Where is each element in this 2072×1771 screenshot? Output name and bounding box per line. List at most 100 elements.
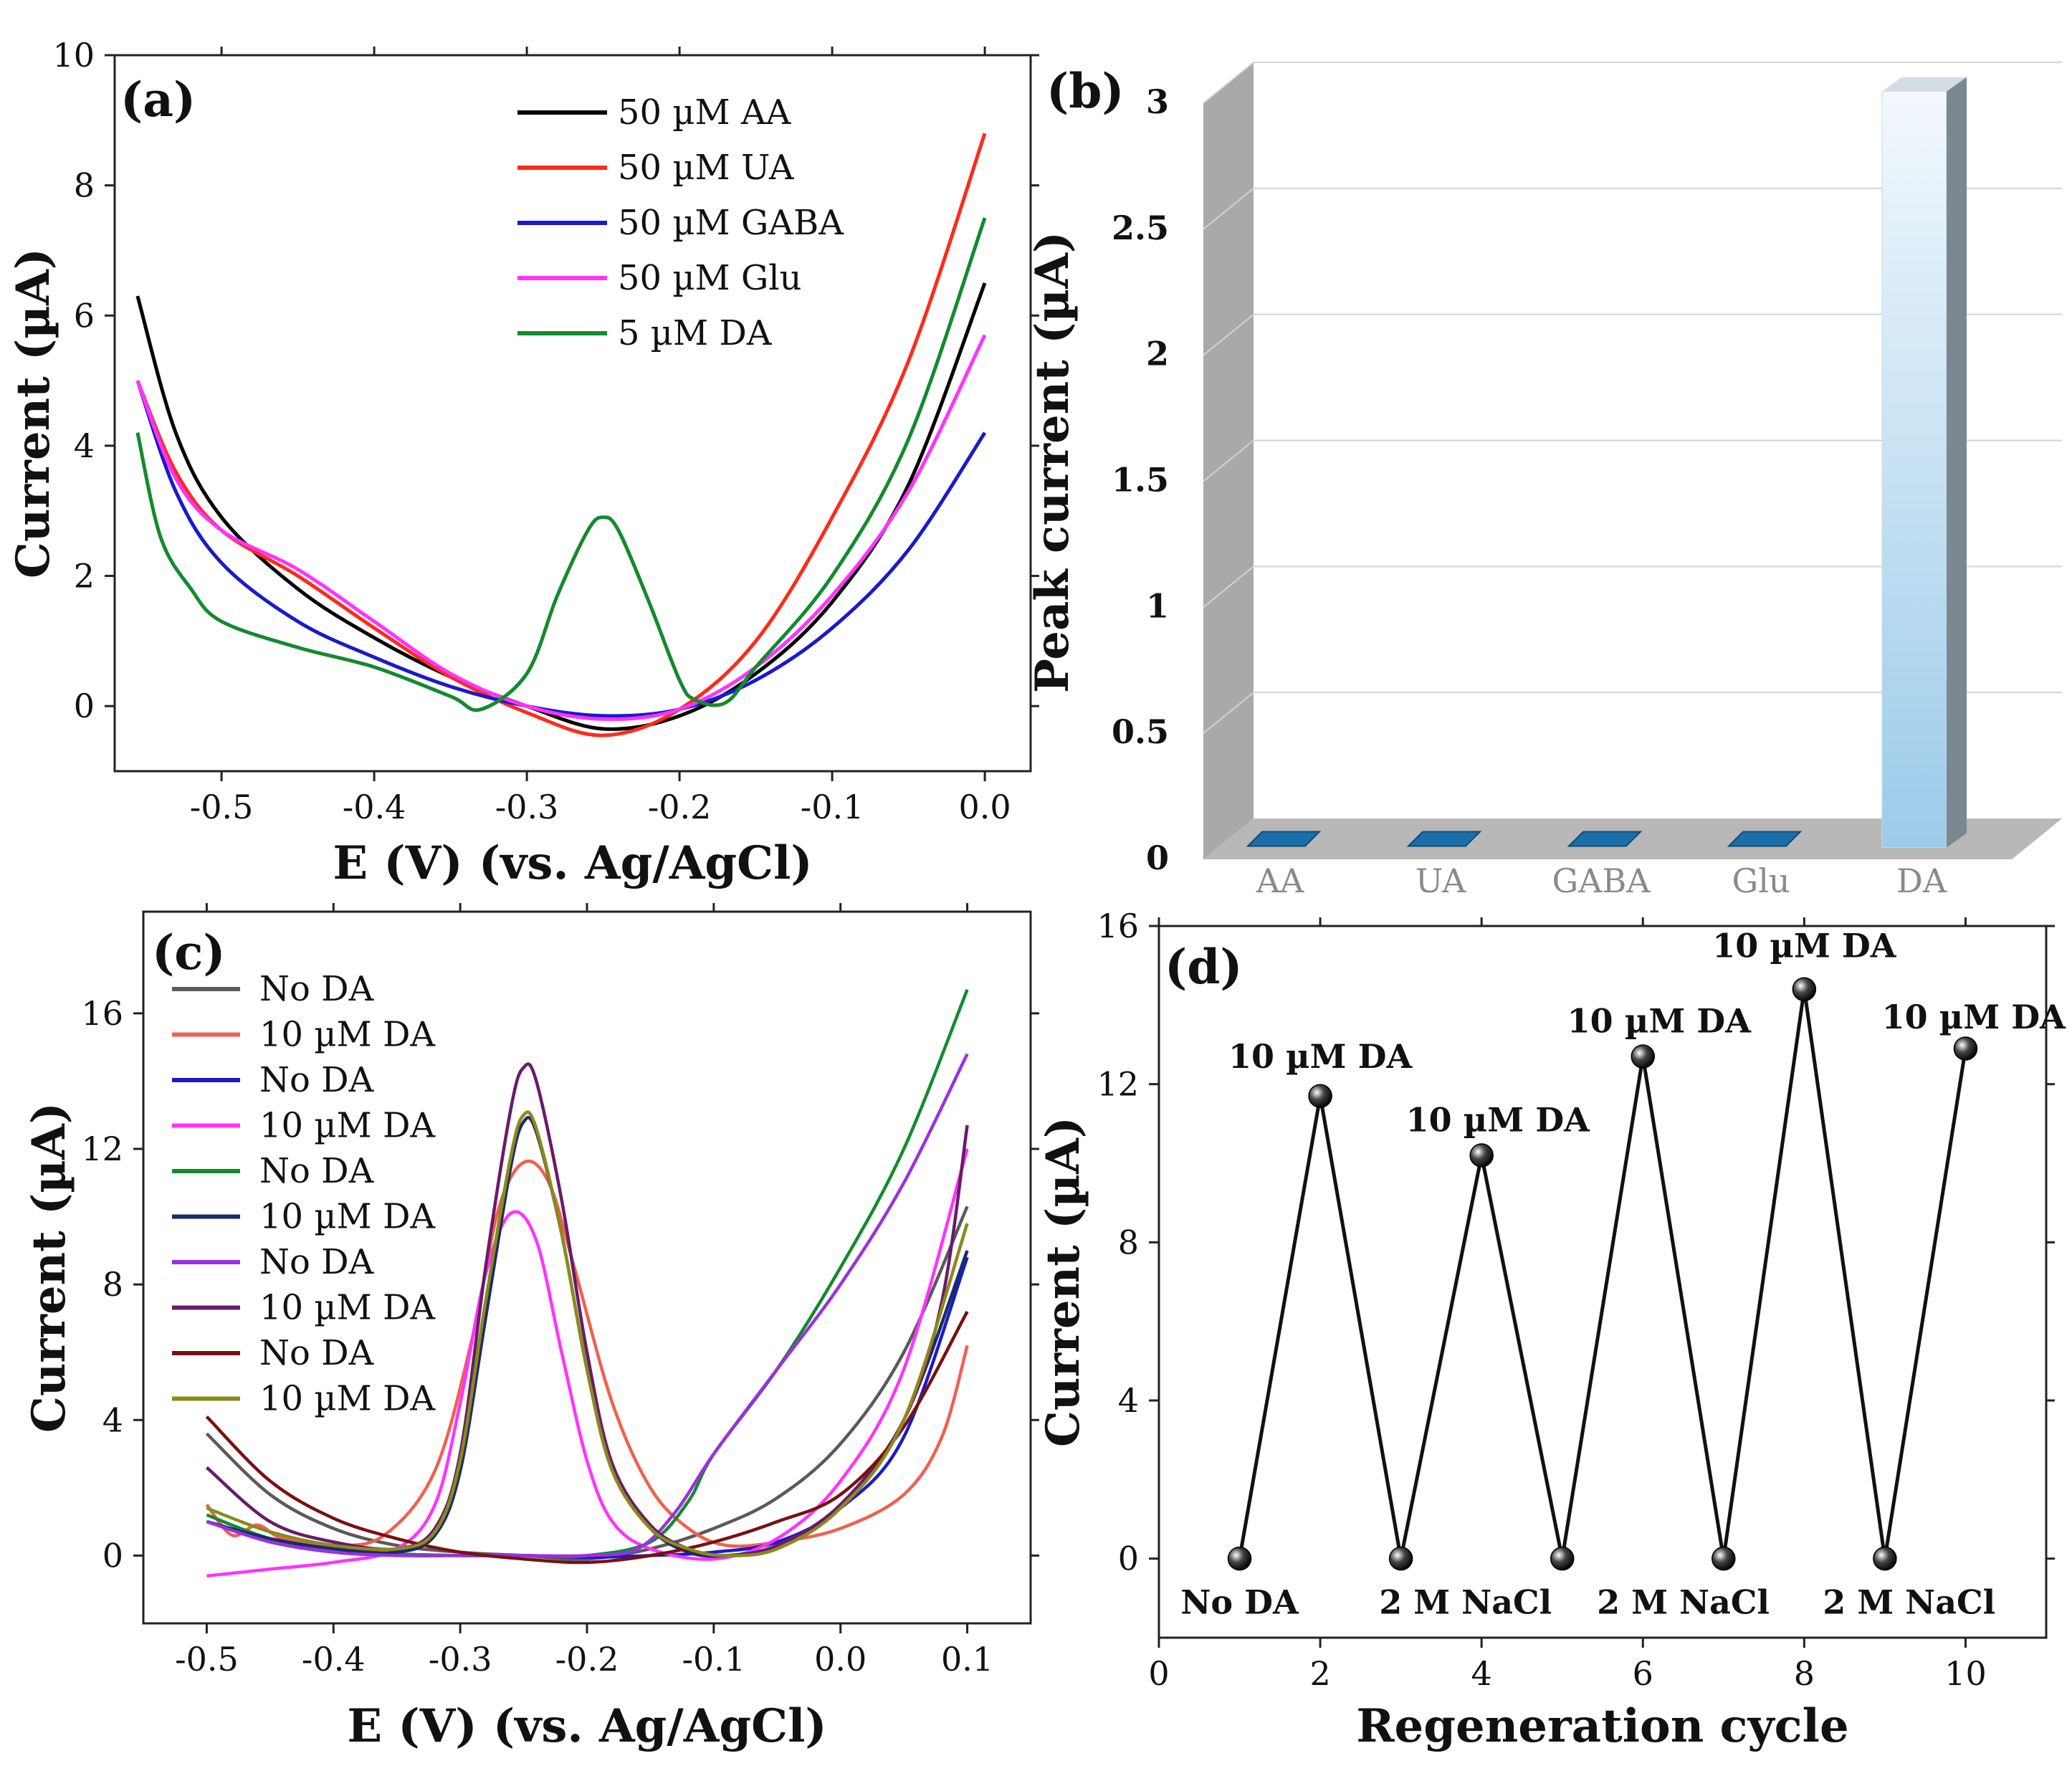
annotation: 10 µM DA [1567, 1001, 1752, 1040]
legend-label: 50 µM AA [618, 92, 792, 133]
annotation: 10 µM DA [1406, 1100, 1591, 1139]
series-line [135, 380, 987, 718]
bar [1406, 831, 1482, 847]
data-point [1873, 1546, 1897, 1571]
x-tick-label: -0.5 [175, 1640, 239, 1679]
y-tick-label: 16 [81, 994, 123, 1033]
plot-frame [1157, 925, 2048, 1639]
x-tick-label: 4 [1471, 1654, 1492, 1693]
x-tick-label: -0.4 [343, 788, 406, 826]
y-tick-label: 8 [102, 1265, 123, 1304]
y-tick-label: 12 [1097, 1065, 1139, 1104]
legend-label: 10 µM DA [259, 1379, 436, 1419]
legend-label: No DA [259, 1242, 375, 1282]
bar-top [1882, 77, 1967, 92]
y-tick-label: 2 [74, 557, 95, 596]
data-point [1953, 1036, 1978, 1061]
gridline-side [1203, 188, 1254, 230]
annotation: 10 µM DA [1228, 1037, 1413, 1076]
panel-a: -0.5 -0.4 -0.3 -0.2 -0.1 0.0 0 2 4 6 8 10 E (V) (vs.… [6, 36, 1039, 890]
y-tick-label: 8 [74, 166, 95, 205]
data-point [1308, 1084, 1332, 1108]
x-axis-title: E (V) (vs. Ag/AgCl) [347, 1699, 826, 1753]
x-tick-label: 8 [1794, 1654, 1815, 1693]
legend-label: 10 µM DA [259, 1288, 436, 1328]
series-line [206, 1110, 969, 1557]
y-tick-label: 3 [1146, 82, 1169, 121]
series-line [135, 334, 987, 721]
legend-label: 50 µM Glu [618, 258, 802, 298]
x-axis-title: Regeneration cycle [1356, 1699, 1848, 1753]
y-tick-label: 0 [1118, 1540, 1139, 1578]
gridline-side [1203, 565, 1254, 608]
gridline-side [1203, 62, 1254, 104]
bar [1246, 831, 1322, 847]
bar-side [1947, 77, 1967, 848]
annotation: 2 M NaCl [1597, 1583, 1770, 1621]
y-tick-label: 0 [74, 687, 95, 725]
y-axis-title: Current (µA) [22, 1102, 76, 1433]
series-line [206, 1148, 969, 1578]
bar [1727, 831, 1803, 847]
data-point [1469, 1143, 1494, 1168]
series-line [135, 282, 987, 731]
legend-label: 10 µM DA [259, 1106, 436, 1146]
x-axis-title: E (V) (vs. Ag/AgCl) [333, 836, 812, 890]
panel-label: (b) [1046, 63, 1125, 119]
legend-label: No DA [259, 969, 375, 1009]
gridline-side [1203, 692, 1254, 734]
bar [1881, 91, 1947, 848]
x-tick-label: -0.3 [495, 788, 559, 826]
x-tick-label: -0.2 [555, 1640, 619, 1679]
annotation: 10 µM DA [1882, 998, 2067, 1036]
series-line [205, 1310, 969, 1565]
annotation: 2 M NaCl [1379, 1583, 1552, 1621]
y-tick-label: 16 [1097, 907, 1139, 945]
data-point [1631, 1044, 1656, 1069]
category-label: UA [1415, 861, 1466, 900]
y-tick-label: 0 [102, 1536, 123, 1575]
x-tick-label: -0.2 [648, 788, 712, 826]
data-point [1711, 1546, 1736, 1571]
y-axis-title: Current (µA) [1036, 1117, 1090, 1447]
gridline-side [1203, 313, 1254, 356]
y-tick-label: 0.5 [1112, 712, 1169, 751]
legend-label: 50 µM GABA [618, 203, 844, 243]
gridline-side [1203, 439, 1254, 482]
annotation: 10 µM DA [1712, 927, 1897, 965]
y-tick-label: 1 [1146, 586, 1169, 625]
category-label: GABA [1552, 861, 1651, 900]
legend-label: No DA [259, 1151, 375, 1191]
plot-frame [113, 54, 1032, 773]
category-label: Glu [1732, 861, 1790, 900]
series-line [205, 1062, 969, 1557]
data-point [1550, 1546, 1575, 1571]
x-tick-label: 6 [1633, 1654, 1653, 1693]
y-tick-label: 1.5 [1112, 461, 1169, 500]
y-tick-label: 2.5 [1112, 209, 1169, 247]
data-point [1388, 1546, 1413, 1571]
legend-label: 5 µM DA [618, 313, 773, 353]
annotation: No DA [1180, 1583, 1299, 1621]
y-tick-label: 4 [74, 426, 95, 465]
panel-d: 0 2 4 6 8 10 0 4 8 12 16 Regeneration cycle Current … [1036, 907, 2066, 1753]
category-label: AA [1256, 861, 1304, 900]
panel-label: (a) [120, 72, 196, 128]
y-tick-label: 2 [1146, 335, 1169, 373]
data-point [1227, 1546, 1252, 1571]
x-tick-label: 2 [1309, 1654, 1330, 1693]
series-line [1238, 988, 1967, 1560]
legend-label: 10 µM DA [259, 1197, 436, 1237]
x-tick-label: 0.1 [941, 1640, 993, 1679]
x-tick-label: 0.0 [814, 1640, 866, 1679]
panel-b: 0 0.5 1 1.5 2 2.5 3 Peak current (µA) (b) AA UA GAB… [1026, 62, 2062, 900]
y-tick-label: 4 [1118, 1381, 1139, 1420]
panel-c: -0.5 -0.4 -0.3 -0.2 -0.1 0.0 0.1 0 4 8 12 16 E (V) (… [22, 903, 1039, 1753]
x-tick-label: 0 [1148, 1654, 1169, 1693]
y-axis-title: Current (µA) [6, 248, 60, 578]
bar [1567, 831, 1643, 847]
x-tick-label: 10 [1944, 1654, 1987, 1693]
panel-label: (c) [152, 925, 226, 980]
category-label: DA [1896, 861, 1947, 900]
y-tick-label: 6 [74, 296, 95, 335]
